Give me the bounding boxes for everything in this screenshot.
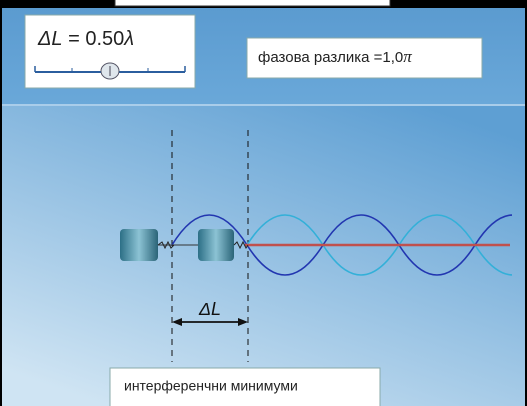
length-value: = 0.50 <box>63 28 125 50</box>
length-unit: λ <box>123 28 134 50</box>
scene-area <box>2 105 525 406</box>
length-readout: ΔL = 0.50λ <box>37 28 134 50</box>
phase-label: фазова разлика =1,0 <box>258 49 403 66</box>
length-symbol: ΔL <box>37 28 63 50</box>
phase-unit: π <box>403 47 412 66</box>
page: ΔL = 0.50λ фазова разлика =1,0π ΔL интер… <box>0 0 527 406</box>
status-text: интерференчни минимуми <box>124 378 298 394</box>
distance-label: ΔL <box>198 299 221 319</box>
top-box <box>115 0 390 6</box>
simulation: ΔL = 0.50λ фазова разлика =1,0π ΔL интер… <box>0 0 527 406</box>
phase-readout: фазова разлика =1,0π <box>258 47 412 66</box>
